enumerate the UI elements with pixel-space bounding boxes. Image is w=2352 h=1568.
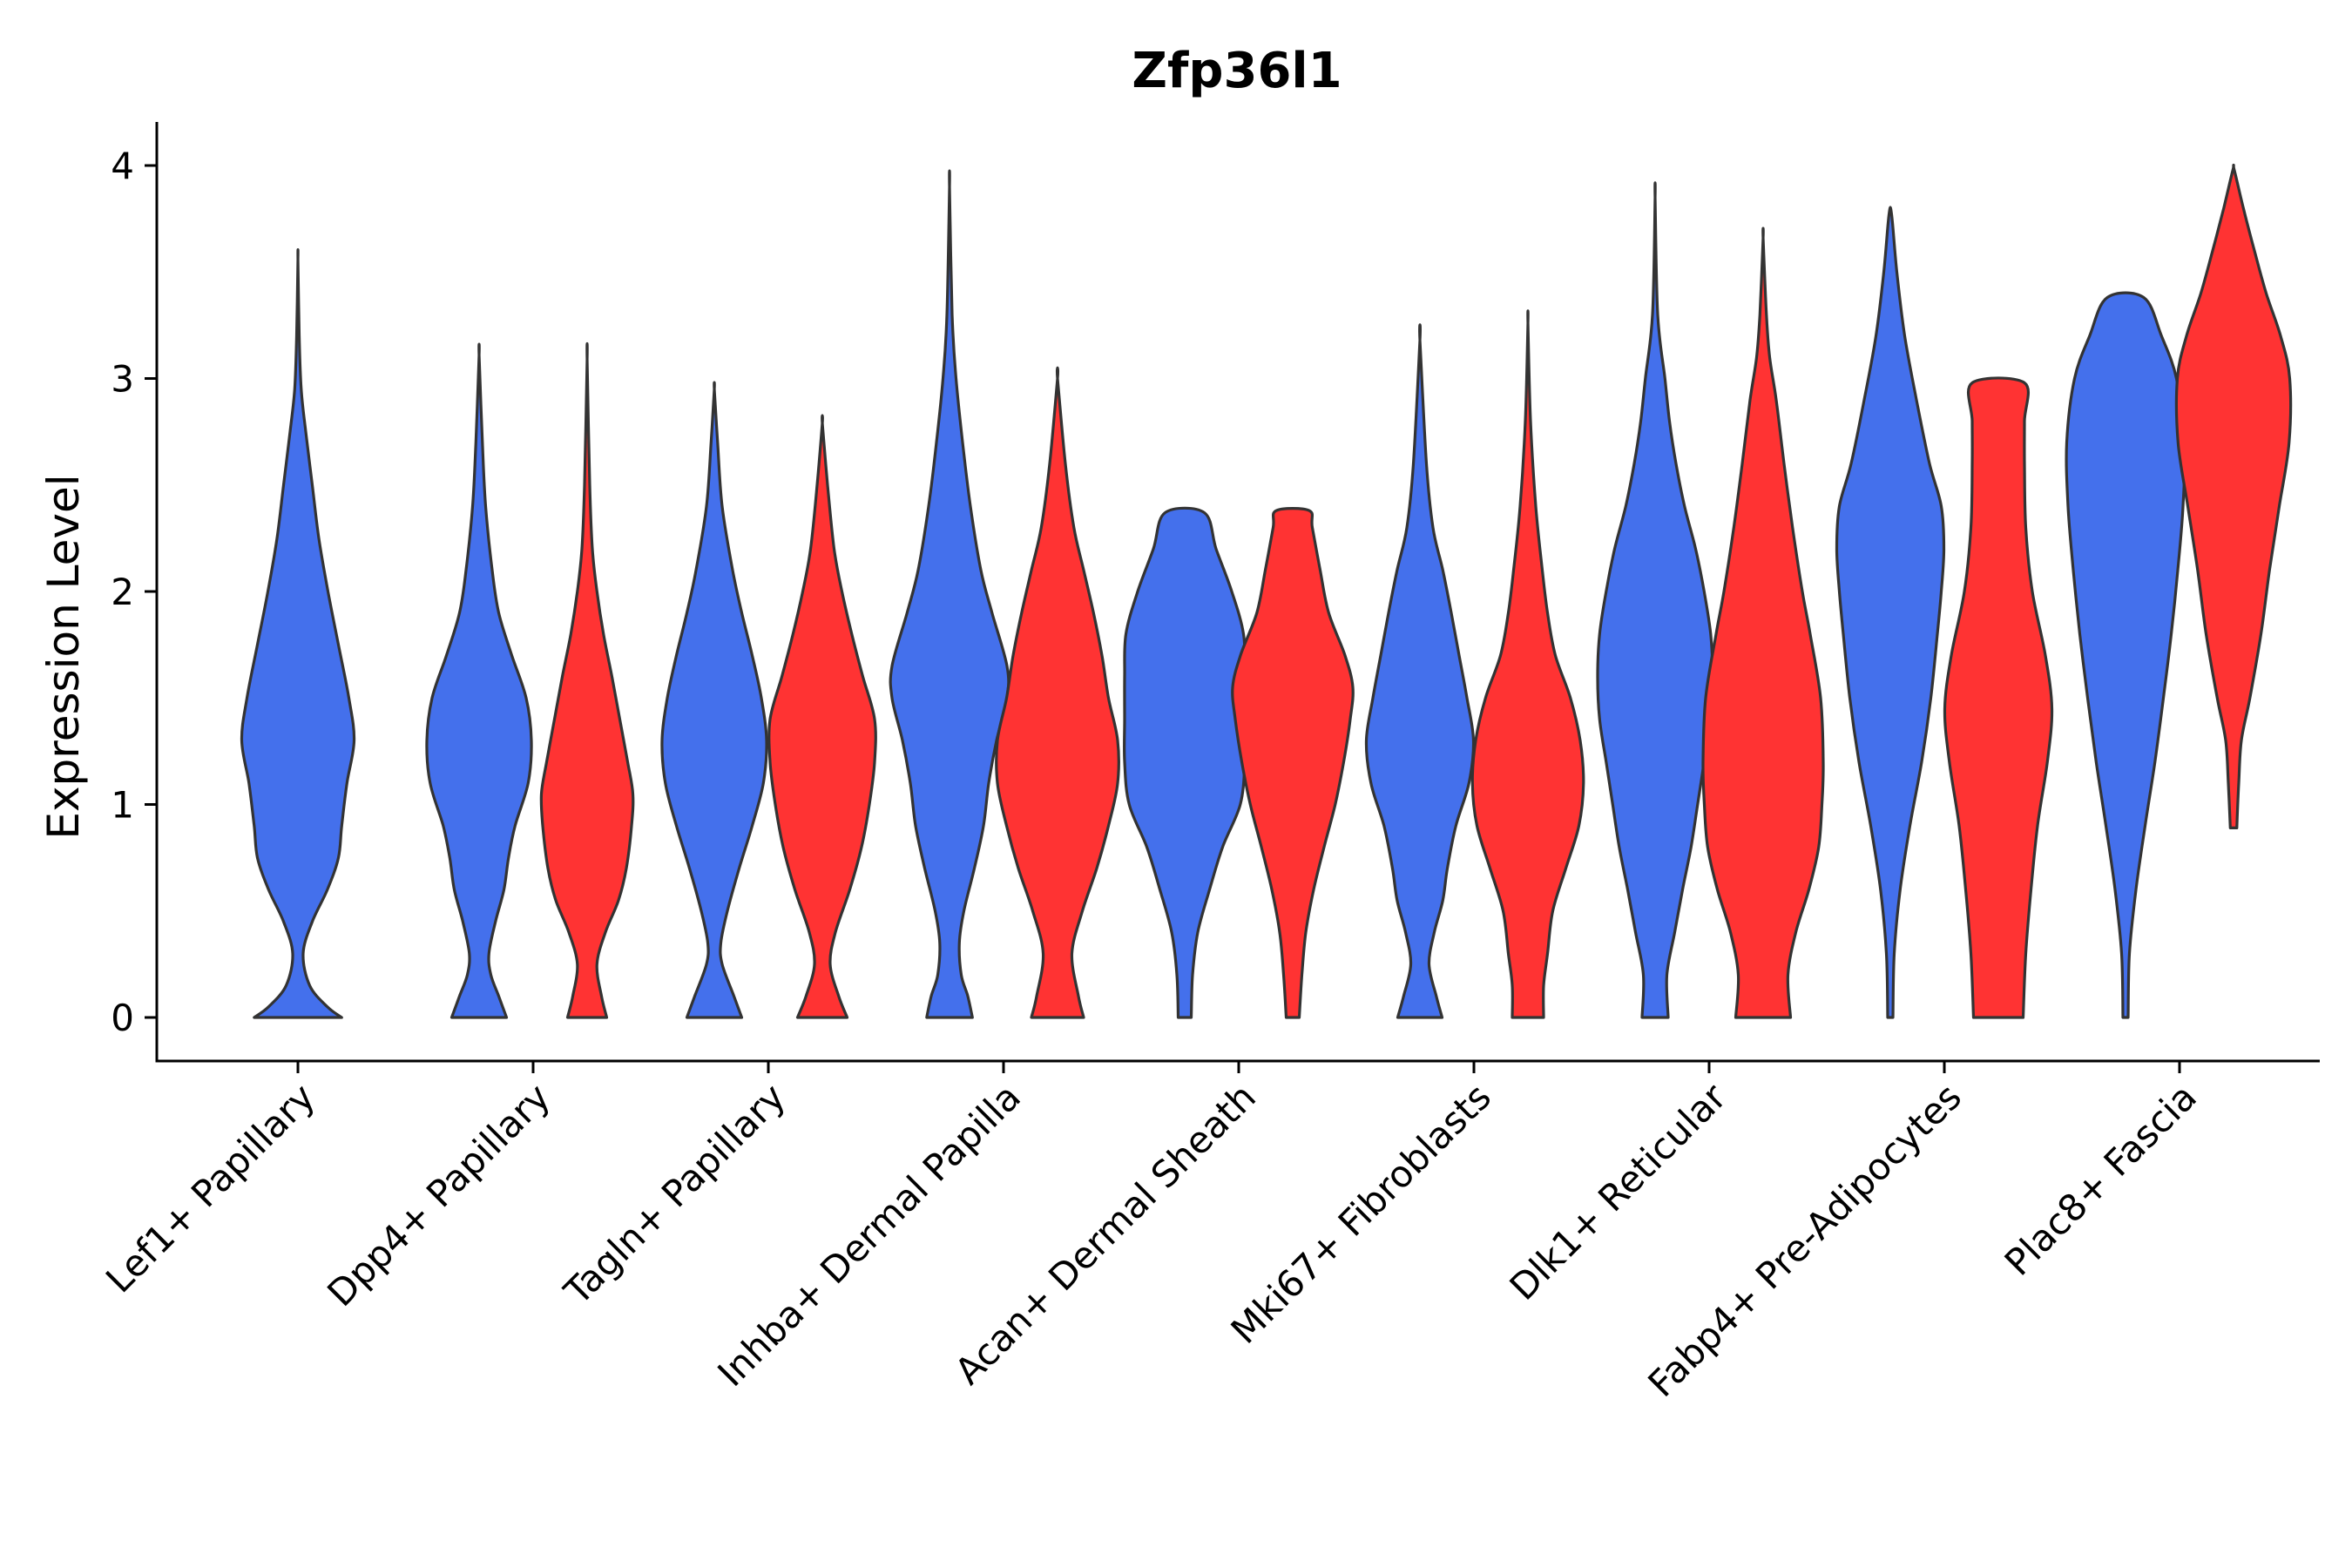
violin-15-red	[1943, 376, 2054, 1019]
x-tick-label: Dlk1+ Reticular	[1502, 1075, 1735, 1308]
x-tick-label: Tagln+ Papillary	[556, 1075, 794, 1313]
violin-group	[240, 163, 2293, 1019]
violin-6-blue	[889, 169, 1010, 1019]
violin-16-blue	[2065, 291, 2186, 1019]
y-tick-label: 3	[111, 358, 134, 401]
chart-title: Zfp36l1	[1132, 43, 1342, 99]
x-tick-label: Dpp4+ Papillary	[319, 1075, 558, 1315]
violin-13-red	[1701, 226, 1825, 1019]
y-axis-label: Expression Level	[38, 474, 89, 839]
x-tick-label: Plac8+ Fascia	[1997, 1075, 2205, 1283]
violin-11-red	[1470, 309, 1585, 1019]
violin-17-red	[2174, 163, 2293, 829]
y-tick-label: 0	[111, 997, 134, 1039]
violin-10-blue	[1364, 323, 1476, 1019]
violin-12-blue	[1596, 181, 1714, 1019]
violin-5-red	[767, 414, 877, 1019]
y-tick-label: 2	[111, 571, 134, 613]
violin-4-blue	[660, 381, 768, 1019]
y-tick-label: 4	[111, 145, 134, 187]
violin-9-red	[1231, 507, 1355, 1019]
y-tick-label: 1	[111, 784, 134, 827]
violin-3-red	[539, 341, 635, 1019]
violin-7-red	[995, 366, 1120, 1019]
violin-8-blue	[1123, 506, 1247, 1019]
x-tick-label: Mki67+ Fibroblasts	[1223, 1075, 1499, 1351]
violin-2-blue	[425, 342, 533, 1019]
y-axis-ticks: 0 1 2 3 4	[111, 145, 157, 1039]
violin-1-blue	[240, 247, 356, 1019]
violin-14-blue	[1835, 206, 1946, 1019]
x-tick-label: Lef1+ Papillary	[98, 1075, 323, 1301]
